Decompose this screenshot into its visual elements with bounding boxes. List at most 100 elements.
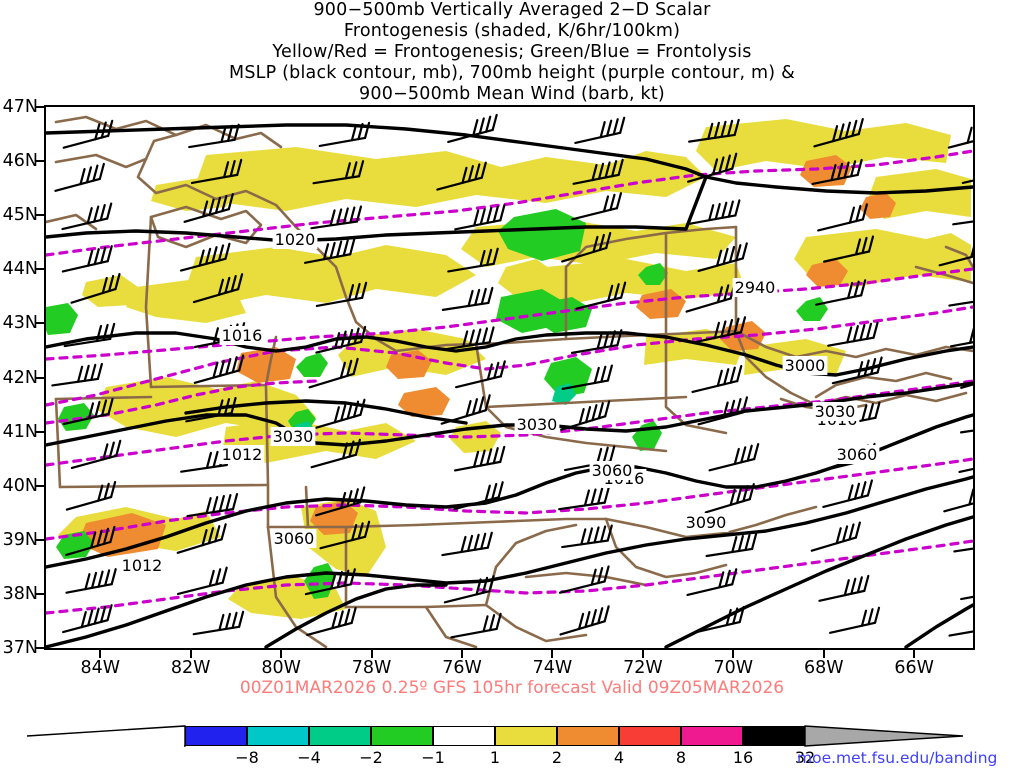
wind-barb (560, 400, 611, 431)
svg-text:1012: 1012 (122, 556, 163, 575)
colorbar-arrows (26, 725, 964, 747)
wind-barb (952, 220, 973, 226)
latitude-tickmark (36, 647, 45, 649)
colorbar-tick-6: 4 (613, 748, 625, 767)
colorbar-tick-8: 16 (732, 748, 754, 767)
wind-barb (454, 204, 506, 231)
wind-barb (453, 481, 504, 511)
mslp-label-1012: 1012 (119, 556, 165, 575)
colorbar-segment-2[interactable] (309, 726, 371, 746)
wind-barb (570, 329, 623, 354)
latitude-tickmark (36, 268, 45, 271)
wind-barb (960, 595, 973, 601)
svg-text:3030: 3030 (815, 402, 856, 421)
longitude-tick-78W: 78W (351, 658, 392, 678)
wind-barb (697, 396, 749, 426)
wind-barb (441, 531, 493, 557)
wind-barb (450, 612, 502, 639)
wind-barb (572, 158, 624, 185)
wind-barb (176, 566, 228, 596)
wind-barb (961, 179, 973, 184)
wind-barb (436, 161, 487, 191)
colorbar-segment-1[interactable] (247, 726, 309, 746)
wind-barb (61, 604, 113, 634)
longitude-tick-76W: 76W (442, 658, 482, 678)
latitude-tick-44N: 44N (2, 259, 38, 280)
wind-barb (694, 316, 747, 344)
title-line-3: Yellow/Red = Frontogenesis; Green/Blue =… (272, 42, 752, 62)
contour-labels: 1012101210161016101610161020102029403000… (119, 230, 880, 575)
height-label-2940: 2940 (732, 278, 778, 297)
colorbar-segment-7[interactable] (619, 726, 681, 746)
height-label-3060: 3060 (834, 445, 880, 464)
mslp-label-1012: 1012 (219, 445, 265, 464)
wind-barb (454, 360, 506, 389)
colorbar[interactable] (185, 726, 805, 746)
wind-barb (179, 242, 231, 272)
wind-barb (319, 520, 371, 550)
wind-barb (827, 321, 879, 347)
wind-barb (192, 273, 244, 304)
longitude-tick-74W: 74W (532, 658, 573, 678)
colorbar-segment-6[interactable] (557, 726, 619, 746)
latitude-tick-46N: 46N (2, 151, 38, 172)
height-label-3000: 3000 (782, 356, 828, 375)
longitude-tickmark (732, 649, 735, 658)
latitude-tick-47N: 47N (2, 97, 38, 117)
latitude-tickmark (36, 106, 45, 108)
wind-barb (561, 524, 613, 549)
svg-text:3060: 3060 (274, 529, 315, 548)
wind-barb (693, 605, 745, 634)
longitude-tick-84W: 84W (80, 658, 121, 678)
latitude-tick-37N: 37N (2, 638, 38, 658)
wind-barb (51, 362, 103, 387)
wind-barb (318, 121, 371, 148)
chart-title-block: 900−500mb Vertically Averaged 2−D Scalar… (0, 0, 1024, 105)
wind-barb (831, 356, 883, 385)
wind-barb (62, 119, 114, 149)
svg-text:1016: 1016 (222, 326, 263, 345)
colorbar-tick-2: −2 (359, 748, 383, 767)
wind-barb (440, 394, 491, 425)
longitude-tick-68W: 68W (803, 658, 844, 678)
colorbar-tick-4: 1 (489, 748, 501, 767)
colorbar-segment-5[interactable] (495, 726, 557, 746)
colorbar-segment-3[interactable] (371, 726, 433, 746)
wind-barb (447, 113, 498, 144)
longitude-tickmark (370, 649, 373, 658)
wind-barb (822, 479, 873, 508)
wind-barb (193, 354, 245, 384)
wind-barb (308, 357, 359, 389)
mslp-label-1016: 1016 (219, 326, 265, 345)
wind-barb (938, 246, 973, 267)
wind-barb (186, 493, 239, 518)
title-line-2: Frontogenesis (shaded, K/6hr/100km) (343, 21, 681, 41)
wind-barb (571, 192, 623, 221)
wind-barb (697, 242, 748, 273)
wind-barb (688, 118, 740, 143)
wind-barb (312, 160, 365, 185)
height-label-3090: 3090 (683, 513, 729, 532)
wind-barb (185, 396, 237, 423)
wind-barb (575, 281, 627, 310)
latitude-tickmark (36, 538, 45, 541)
wind-barb (70, 439, 122, 470)
wind-barb (953, 547, 973, 553)
wind-barb (691, 365, 743, 393)
svg-text:3090: 3090 (686, 513, 727, 532)
svg-text:3000: 3000 (785, 356, 826, 375)
svg-text:3030: 3030 (273, 427, 314, 446)
wind-barb (947, 126, 973, 149)
colorbar-segment-4[interactable] (433, 726, 495, 746)
wind-barb (574, 116, 626, 144)
wind-barb (441, 286, 494, 311)
wind-barb (943, 488, 973, 513)
height-label-3060: 3060 (271, 529, 317, 548)
svg-text:1020: 1020 (275, 230, 316, 249)
forecast-caption: 00Z01MAR2026 0.25º GFS 105hr forecast Va… (239, 678, 785, 698)
wind-barb (304, 568, 356, 596)
colorbar-segment-8[interactable] (681, 726, 743, 746)
wind-barb (310, 438, 361, 469)
map-plot-area[interactable]: 1012101210161016101610161020102029403000… (44, 105, 975, 650)
wind-barb (829, 606, 881, 634)
